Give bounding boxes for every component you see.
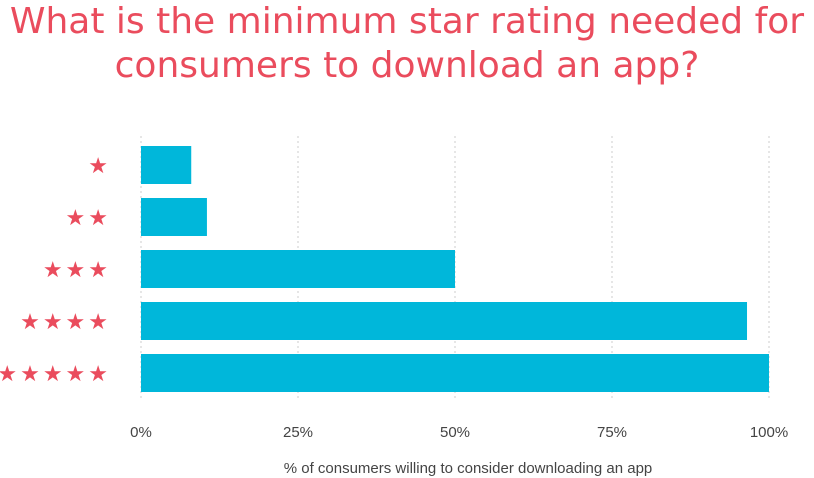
x-tick-label: 0% <box>130 424 152 441</box>
category-label: ★★★ <box>43 258 111 283</box>
chart-title-line-1: What is the minimum star rating needed f… <box>9 1 805 42</box>
bar <box>141 354 769 392</box>
category-labels: ★★★★★★★★★★★★★★★ <box>0 154 111 387</box>
bar <box>141 250 455 288</box>
x-tick-label: 50% <box>440 424 470 441</box>
x-tick-labels: 0% 25% 50% 75% 100% <box>130 424 788 441</box>
chart-title: What is the minimum star rating needed f… <box>0 0 814 88</box>
x-tick-label: 100% <box>750 424 788 441</box>
x-tick-label: 75% <box>597 424 627 441</box>
bar <box>141 198 207 236</box>
x-tick-label: 25% <box>283 424 313 441</box>
bar <box>141 146 192 184</box>
category-label: ★ <box>88 154 111 179</box>
bars <box>141 146 769 392</box>
chart-title-line-2: consumers to download an app? <box>114 45 700 86</box>
category-label: ★★★★★ <box>0 362 111 387</box>
category-label: ★★★★ <box>20 310 111 335</box>
x-axis-label: % of consumers willing to consider downl… <box>284 460 653 477</box>
bar <box>141 302 748 340</box>
category-label: ★★ <box>66 206 111 231</box>
